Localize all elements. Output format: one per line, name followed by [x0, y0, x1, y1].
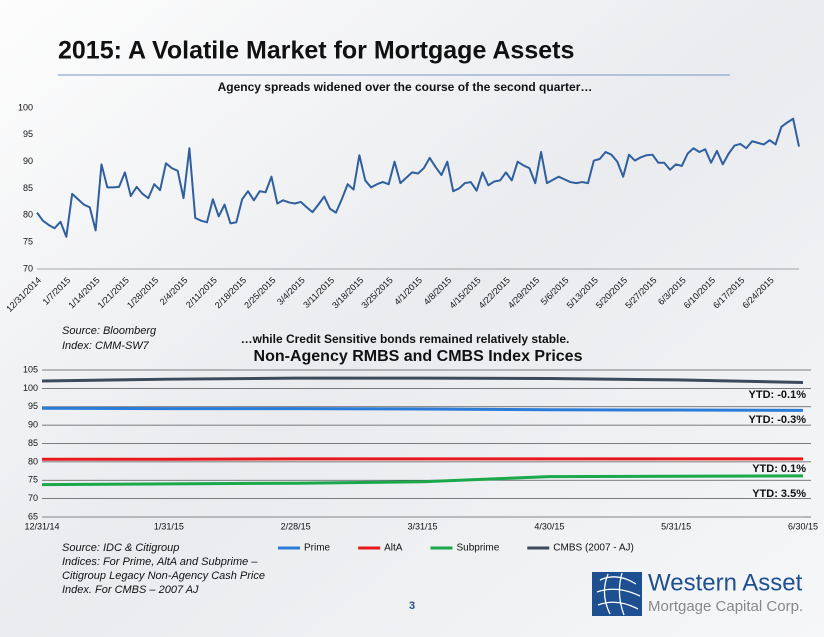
x-tick-label: 4/30/15 — [534, 521, 564, 531]
source-note: Index: CMM-SW7 — [62, 340, 150, 352]
y-tick-label: 95 — [28, 401, 38, 411]
source-note: Index. For CMBS – 2007 AJ — [62, 584, 199, 596]
annotation: YTD: 3.5% — [752, 488, 806, 500]
y-tick-label: 85 — [23, 183, 33, 193]
y-tick-label: 85 — [28, 438, 38, 448]
x-tick-label: 3/31/15 — [407, 521, 437, 531]
annotation: YTD: 0.1% — [752, 463, 806, 475]
y-tick-label: 95 — [23, 129, 33, 139]
chart-subtitle: …while Credit Sensitive bonds remained r… — [241, 332, 570, 346]
y-tick-label: 80 — [28, 456, 38, 466]
x-tick-label: 6/30/15 — [788, 521, 818, 531]
y-tick-label: 65 — [28, 511, 38, 521]
logo-globe — [596, 572, 641, 616]
y-tick-label: 75 — [23, 237, 33, 247]
y-tick-label: 90 — [28, 420, 38, 430]
annotation: YTD: -0.1% — [749, 389, 807, 401]
legend-label: Subprime — [456, 543, 499, 554]
legend-item: CMBS (2007 - AJ) — [527, 543, 634, 554]
logo-tagline: Mortgage Capital Corp. — [648, 598, 803, 615]
page-number: 3 — [409, 600, 415, 612]
y-tick-label: 70 — [23, 263, 33, 273]
data-line — [36, 117, 800, 238]
annotation: YTD: -0.3% — [749, 414, 807, 426]
legend-label: CMBS (2007 - AJ) — [553, 543, 634, 554]
data-line — [41, 406, 804, 412]
y-tick-label: 100 — [18, 102, 33, 112]
data-line — [41, 376, 804, 384]
y-tick-label: 90 — [23, 156, 33, 166]
x-tick-label: 1/31/15 — [154, 521, 184, 531]
legend-label: Prime — [304, 543, 331, 554]
x-tick-label: 5/31/15 — [661, 521, 691, 531]
y-tick-label: 75 — [28, 475, 38, 485]
logo: Western Asset Mortgage Capital Corp. — [592, 569, 803, 616]
chart-title: Non-Agency RMBS and CMBS Index Prices — [254, 348, 583, 365]
legend-label: AltA — [384, 543, 403, 554]
logo-name: Western Asset — [648, 569, 803, 596]
data-line — [41, 474, 804, 487]
source-note: Source: Bloomberg — [62, 325, 157, 337]
y-tick-label: 105 — [23, 364, 38, 374]
chart-subtitle: Agency spreads widened over the course o… — [218, 80, 593, 94]
y-tick-label: 100 — [23, 383, 38, 393]
source-note: Source: IDC & Citigroup — [62, 542, 179, 554]
source-note: Citigroup Legacy Non-Agency Cash Price — [62, 570, 265, 582]
y-tick-label: 70 — [28, 493, 38, 503]
x-tick-label: 2/28/15 — [281, 521, 311, 531]
legend-item: Prime — [278, 543, 331, 554]
legend-item: AltA — [358, 543, 403, 554]
y-tick-label: 80 — [23, 210, 33, 220]
x-tick-label: 12/31/14 — [24, 521, 59, 531]
legend-item: Subprime — [430, 543, 500, 554]
slide-title: 2015: A Volatile Market for Mortgage Ass… — [58, 37, 574, 65]
source-note: Indices: For Prime, AltA and Subprime – — [62, 556, 258, 568]
